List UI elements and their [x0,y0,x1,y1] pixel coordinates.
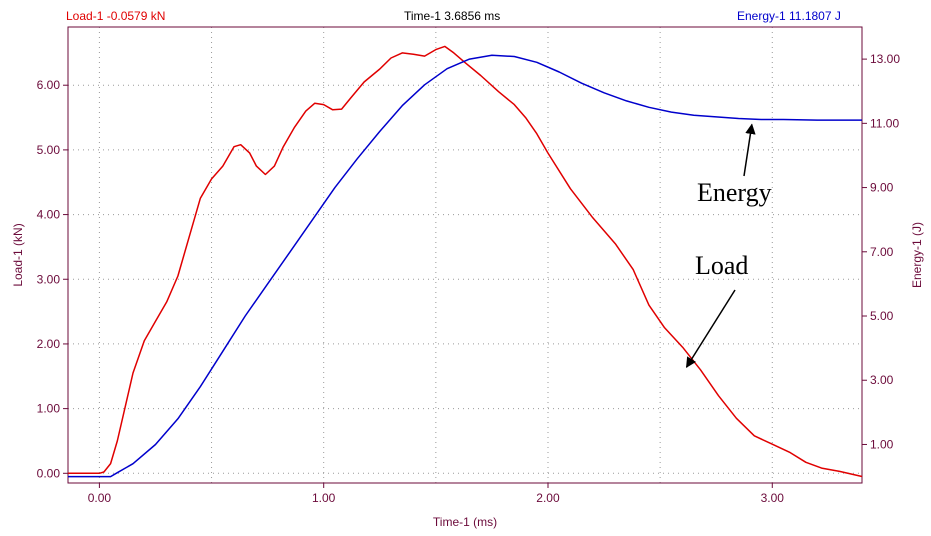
x-axis-title: Time-1 (ms) [433,515,497,529]
y-right-axis-title: Energy-1 (J) [910,222,924,288]
y-left-tick-label: 6.00 [37,78,61,92]
annotation-energy-label: Energy [697,178,772,207]
y-right-tick-label: 5.00 [870,309,894,323]
y-right-tick-label: 3.00 [870,373,894,387]
time-readout: Time-1 3.6856 ms [404,9,501,23]
y-right-tick-label: 7.00 [870,245,894,259]
y-left-axis-title: Load-1 (kN) [11,223,25,286]
y-left-tick-label: 3.00 [37,272,61,286]
x-tick-label: 0.00 [88,491,112,505]
y-right-tick-label: 9.00 [870,181,894,195]
x-tick-label: 2.00 [536,491,560,505]
series-line-load [68,45,863,478]
y-right-tick-label: 1.00 [870,437,894,451]
y-left-tick-label: 0.00 [37,466,61,480]
y-right-tick-label: 13.00 [870,52,900,66]
series-line-energy [68,54,862,478]
y-left-tick-label: 1.00 [37,402,61,416]
y-left-tick-label: 4.00 [37,208,61,222]
energy-readout: Energy-1 11.1807 J [737,9,841,23]
x-tick-label: 3.00 [761,491,785,505]
annotation-energy-arrow [743,123,756,177]
load-readout: Load-1 -0.0579 kN [66,9,166,23]
x-tick-label: 1.00 [312,491,336,505]
plot-frame [67,26,863,484]
y-left-tick-label: 2.00 [37,337,61,351]
y-left-tick-label: 5.00 [37,143,61,157]
annotation-load-arrow [685,289,736,368]
y-right-tick-label: 11.00 [870,116,899,130]
annotation-load-label: Load [695,251,748,280]
